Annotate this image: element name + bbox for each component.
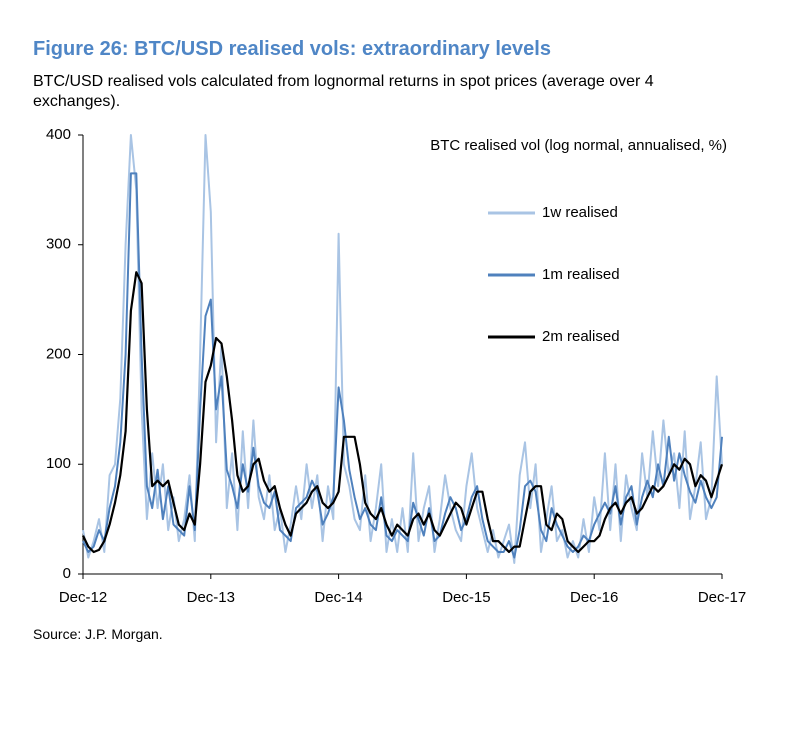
x-tick-label: Dec-17	[698, 589, 746, 606]
y-tick-label: 100	[46, 455, 71, 472]
chart-title: Figure 26: BTC/USD realised vols: extrao…	[33, 38, 551, 60]
series-line	[82, 172, 723, 559]
x-tick-label: Dec-15	[442, 589, 490, 606]
series-line	[82, 271, 724, 554]
legend-label: 1w realised	[542, 204, 618, 221]
annotation: BTC realised vol (log normal, annualised…	[430, 137, 727, 154]
y-tick-label: 300	[46, 236, 71, 253]
y-tick-label: 400	[46, 126, 71, 143]
legend-label: 2m realised	[542, 328, 620, 345]
y-tick-label: 0	[63, 565, 71, 582]
x-tick-label: Dec-12	[59, 589, 107, 606]
series-line	[82, 134, 723, 564]
x-tick-label: Dec-14	[314, 589, 362, 606]
legend-label: 1m realised	[542, 266, 620, 283]
x-tick-label: Dec-13	[187, 589, 235, 606]
x-tick-label: Dec-16	[570, 589, 618, 606]
y-tick-label: 200	[46, 345, 71, 362]
chart-subtitle: BTC/USD realised vols calculated from lo…	[33, 73, 654, 110]
source-note: Source: J.P. Morgan.	[33, 626, 163, 642]
